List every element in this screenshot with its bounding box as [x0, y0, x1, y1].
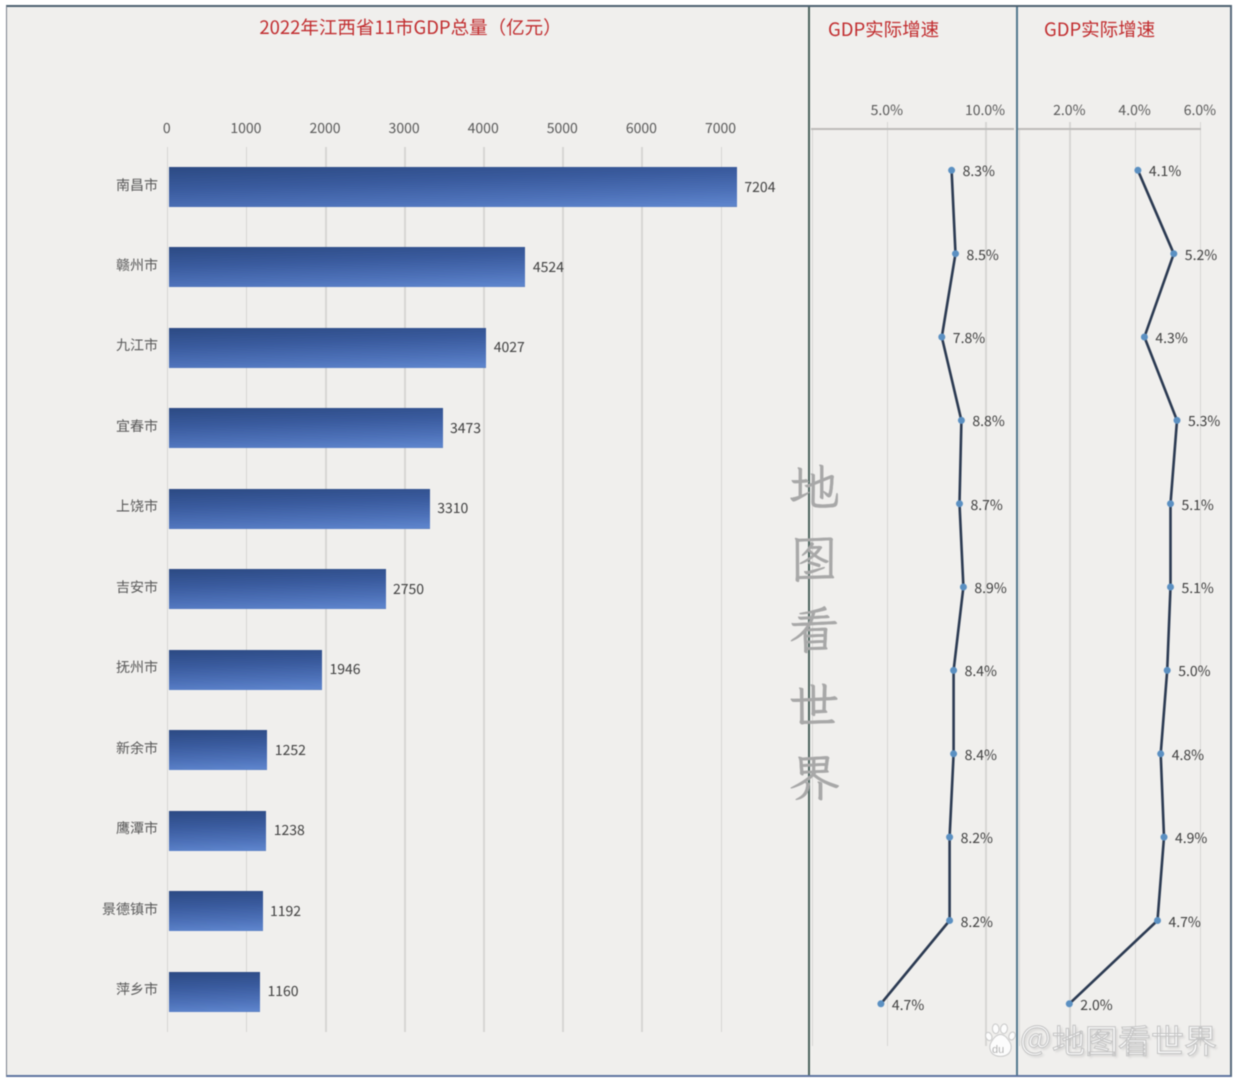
svg-text:du: du: [992, 1044, 1004, 1056]
